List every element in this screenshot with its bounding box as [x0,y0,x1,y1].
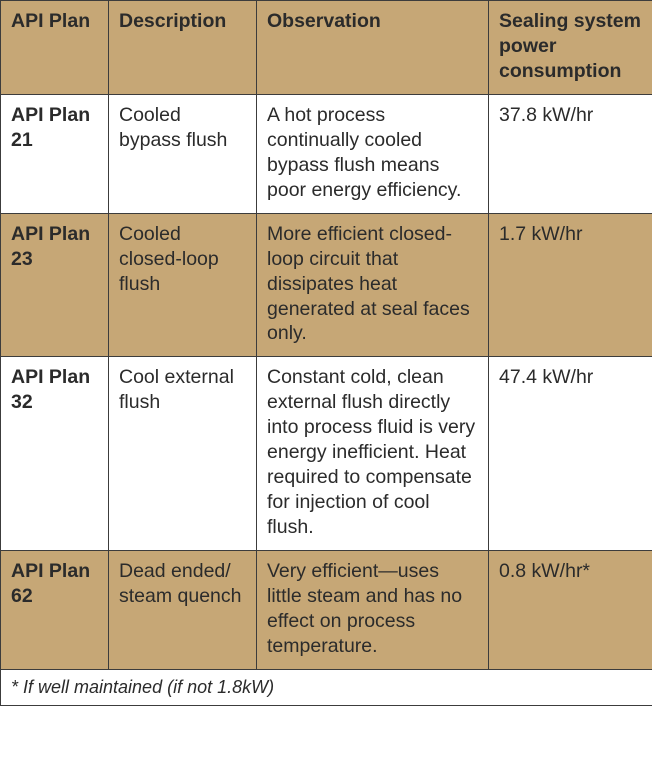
table-header-row: API Plan Description Observation Sealing… [1,1,652,95]
table-container: API Plan Description Observation Sealing… [0,0,652,706]
table-row: API Plan 32 Cool external flush Constant… [1,357,652,551]
col-header-observation: Observation [257,1,489,95]
cell-plan: API Plan 62 [1,551,109,670]
footnote: * If well maintained (if not 1.8kW) [1,669,652,705]
cell-observation: Very efficient—uses little steam and has… [257,551,489,670]
cell-power: 0.8 kW/hr* [489,551,652,670]
table-row: API Plan 21 Cooled bypass flush A hot pr… [1,94,652,213]
table-body: API Plan 21 Cooled bypass flush A hot pr… [1,94,652,705]
cell-observation: A hot process continually cooled bypass … [257,94,489,213]
col-header-plan: API Plan [1,1,109,95]
cell-plan: API Plan 32 [1,357,109,551]
cell-power: 47.4 kW/hr [489,357,652,551]
api-plan-table: API Plan Description Observation Sealing… [0,0,652,706]
cell-power: 37.8 kW/hr [489,94,652,213]
cell-description: Dead ended/ steam quench [109,551,257,670]
cell-description: Cooled closed-loop flush [109,213,257,357]
col-header-power: Sealing system power consumption [489,1,652,95]
cell-observation: More efficient closed-loop circuit that … [257,213,489,357]
col-header-description: Description [109,1,257,95]
cell-observation: Constant cold, clean external flush dire… [257,357,489,551]
table-footnote-row: * If well maintained (if not 1.8kW) [1,669,652,705]
cell-power: 1.7 kW/hr [489,213,652,357]
table-row: API Plan 62 Dead ended/ steam quench Ver… [1,551,652,670]
cell-plan: API Plan 23 [1,213,109,357]
cell-plan: API Plan 21 [1,94,109,213]
table-row: API Plan 23 Cooled closed-loop flush Mor… [1,213,652,357]
cell-description: Cooled bypass flush [109,94,257,213]
cell-description: Cool external flush [109,357,257,551]
